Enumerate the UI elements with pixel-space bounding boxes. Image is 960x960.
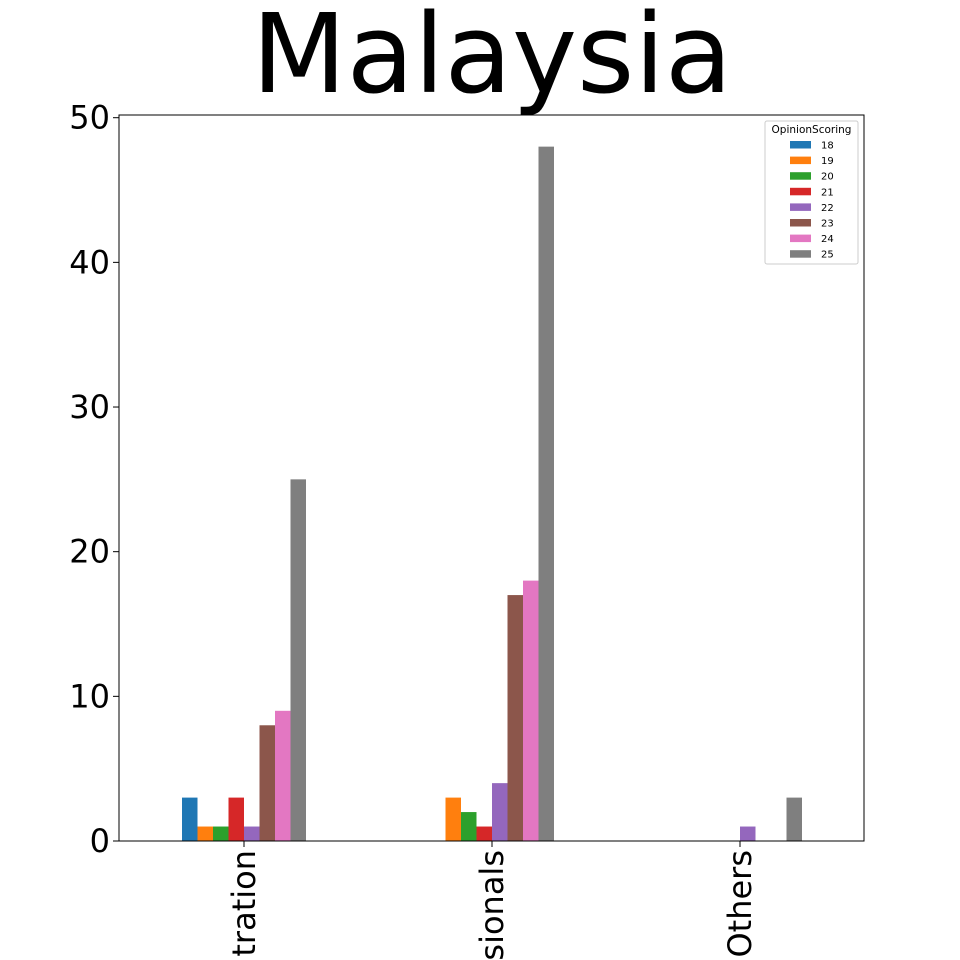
bar-18-0 (182, 797, 198, 841)
legend-swatch-21 (790, 187, 811, 196)
x-tick-label: sionals (473, 850, 511, 960)
bar-19-1 (445, 797, 461, 841)
legend-swatch-23 (790, 219, 811, 227)
bar-23-1 (507, 595, 523, 841)
legend-label-25: 25 (821, 250, 834, 261)
axes-frame (118, 114, 865, 842)
legend-swatch-19 (790, 156, 811, 165)
bar-22-2 (740, 826, 756, 841)
y-tick-label: 20 (69, 533, 110, 571)
legend-label-20: 20 (821, 172, 834, 183)
legend-label-22: 22 (821, 203, 834, 214)
chart-title: Malaysia (252, 0, 733, 118)
bar-24-1 (523, 580, 539, 841)
legend: OpinionScoring 18 19 20 21 22 23 24 25 (764, 120, 859, 265)
y-axis: 0 10 20 30 40 50 (69, 99, 119, 860)
bar-25-2 (786, 797, 802, 841)
legend-box (764, 120, 859, 265)
bar-21-0 (228, 797, 244, 841)
y-tick-label: 10 (69, 677, 110, 715)
x-tick-label: Others (721, 850, 759, 958)
x-tick-label: tration (225, 850, 263, 957)
bar-25-1 (538, 146, 554, 841)
bar-21-1 (476, 826, 492, 841)
y-tick-label: 0 (90, 822, 110, 860)
bar-19-0 (197, 826, 213, 841)
y-tick-label: 50 (69, 99, 110, 137)
legend-label-23: 23 (821, 219, 834, 230)
legend-swatch-22 (790, 203, 811, 211)
bar-23-0 (259, 725, 275, 841)
legend-label-18: 18 (821, 141, 834, 152)
bar-20-0 (213, 826, 229, 841)
plot-area (182, 146, 802, 841)
bar-24-0 (275, 710, 291, 841)
bar-25-0 (290, 479, 306, 841)
legend-swatch-18 (790, 141, 811, 149)
legend-label-19: 19 (821, 156, 834, 167)
legend-label-21: 21 (821, 187, 834, 198)
legend-label-24: 24 (821, 234, 834, 245)
bar-22-1 (492, 783, 508, 841)
bar-22-0 (244, 826, 260, 841)
bar-20-1 (461, 812, 477, 841)
x-axis: tration sionals Others (225, 841, 759, 960)
y-tick-label: 40 (69, 243, 110, 281)
legend-swatch-25 (790, 250, 811, 258)
legend-title: OpinionScoring (772, 124, 852, 136)
y-tick-label: 30 (69, 388, 110, 426)
legend-swatch-20 (790, 172, 811, 180)
legend-swatch-24 (790, 234, 811, 243)
